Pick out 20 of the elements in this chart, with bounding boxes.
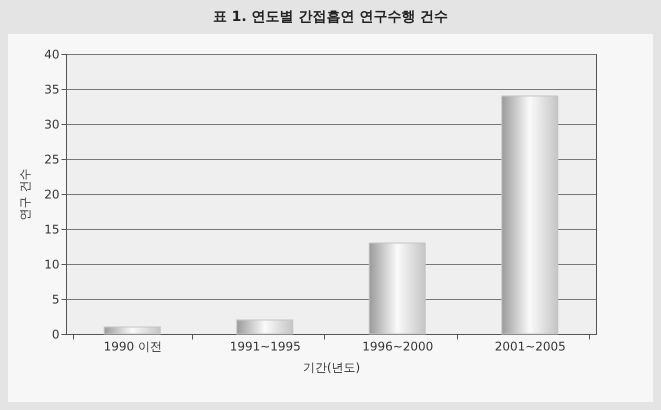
y-tick-label: 0: [52, 328, 60, 342]
y-tick-label: 20: [44, 188, 60, 202]
y-tick-label: 35: [44, 82, 60, 96]
y-tick-label: 40: [44, 48, 60, 62]
bar: [104, 326, 161, 334]
y-tick-label: 15: [44, 222, 60, 236]
bar: [236, 320, 294, 334]
y-tick-label: 10: [44, 258, 60, 272]
bar: [368, 242, 426, 334]
bar: [501, 96, 558, 334]
y-tick-label: 30: [44, 118, 60, 132]
x-tick-label: 2001~2005: [494, 340, 566, 354]
x-tick-label: 1990 이전: [104, 340, 162, 354]
y-tick-label: 5: [52, 292, 60, 306]
x-axis-title: 기간(년도): [302, 360, 360, 374]
x-tick-label: 1991~1995: [230, 340, 301, 354]
chart-title: 표 1. 연도별 간접흡연 연구수행 건수: [212, 8, 450, 27]
y-tick-label: 25: [44, 152, 60, 166]
y-axis-title: 연구 건수: [18, 168, 32, 220]
x-tick-label: 1996~2000: [362, 340, 434, 354]
